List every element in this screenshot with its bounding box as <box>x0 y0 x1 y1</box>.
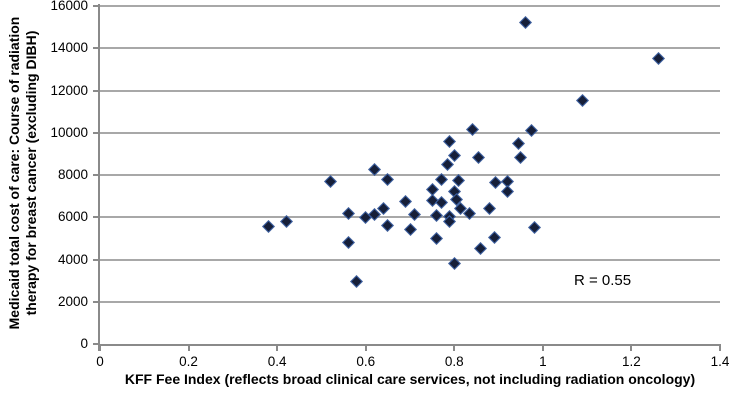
y-axis-tick <box>93 216 100 219</box>
data-point-marker <box>381 219 395 233</box>
x-axis-tick <box>364 344 367 351</box>
data-point-marker <box>501 185 514 198</box>
data-point-marker <box>341 236 355 249</box>
y-tick-label: 16000 <box>50 0 88 13</box>
y-axis-tick <box>93 258 100 261</box>
x-axis-tick <box>453 344 456 351</box>
x-axis-tick <box>187 344 190 351</box>
y-tick-label: 14000 <box>50 40 88 56</box>
y-tick-label: 12000 <box>50 82 88 98</box>
x-tick-label: 1.2 <box>622 354 641 369</box>
data-point-marker <box>474 242 488 255</box>
x-axis-tick <box>276 344 279 351</box>
h-gridline <box>100 131 720 134</box>
y-axis-tick <box>93 131 100 134</box>
x-tick-label: 0.6 <box>356 354 376 369</box>
h-gridline <box>100 174 720 176</box>
h-gridline <box>100 47 720 50</box>
y-axis-tick <box>93 89 100 92</box>
x-axis-tick <box>541 344 544 351</box>
x-axis-tick <box>719 344 721 351</box>
y-tick-label: 10000 <box>50 124 88 140</box>
y-tick-label: 2000 <box>57 293 88 309</box>
x-axis-tick <box>630 344 633 351</box>
data-point-marker <box>489 176 502 189</box>
y-axis-tick <box>93 47 100 50</box>
data-point-marker <box>399 195 412 208</box>
data-point-marker <box>514 150 528 164</box>
data-point-marker <box>323 174 337 188</box>
x-tick-label: 0.2 <box>179 354 198 369</box>
data-point-marker <box>350 275 364 289</box>
data-point-marker <box>651 52 665 66</box>
y-tick-label: 0 <box>80 336 88 351</box>
data-point-marker <box>443 134 457 148</box>
x-axis-line <box>98 344 721 346</box>
data-point-marker <box>261 220 275 234</box>
h-gridline <box>100 89 720 92</box>
x-tick-label: 0 <box>96 354 104 369</box>
h-gridline <box>100 258 720 261</box>
x-tick-label: 1 <box>539 354 547 369</box>
y-tick-label: 8000 <box>57 167 88 182</box>
h-gridline <box>100 300 720 303</box>
x-tick-label: 1.4 <box>710 354 729 369</box>
correlation-annotation: R = 0.55 <box>574 272 632 289</box>
data-point-marker <box>487 230 501 244</box>
data-point-marker <box>512 137 525 151</box>
data-point-marker <box>403 223 417 237</box>
data-point-marker <box>576 93 590 107</box>
data-point-marker <box>525 123 539 137</box>
y-tick-label: 6000 <box>57 209 88 225</box>
data-point-marker <box>483 201 497 215</box>
y-axis-tick <box>93 300 100 303</box>
y-tick-label: 4000 <box>57 251 88 267</box>
y-axis-line <box>98 4 100 351</box>
x-axis-title: KFF Fee Index (reflects broad clinical c… <box>124 371 696 387</box>
data-point-marker <box>527 220 541 234</box>
x-tick-label: 0.4 <box>267 354 287 369</box>
h-gridline <box>100 5 720 7</box>
y-axis-tick <box>93 174 100 176</box>
x-tick-label: 0.8 <box>444 354 464 369</box>
data-point-marker <box>430 232 443 245</box>
y-axis-tick <box>93 5 100 7</box>
y-axis-tick <box>93 343 100 345</box>
data-point-marker <box>430 209 443 223</box>
data-point-marker <box>472 150 486 164</box>
data-point-marker <box>518 16 532 30</box>
data-point-marker <box>465 123 479 136</box>
x-axis-tick <box>99 344 101 351</box>
data-point-marker <box>408 207 421 221</box>
